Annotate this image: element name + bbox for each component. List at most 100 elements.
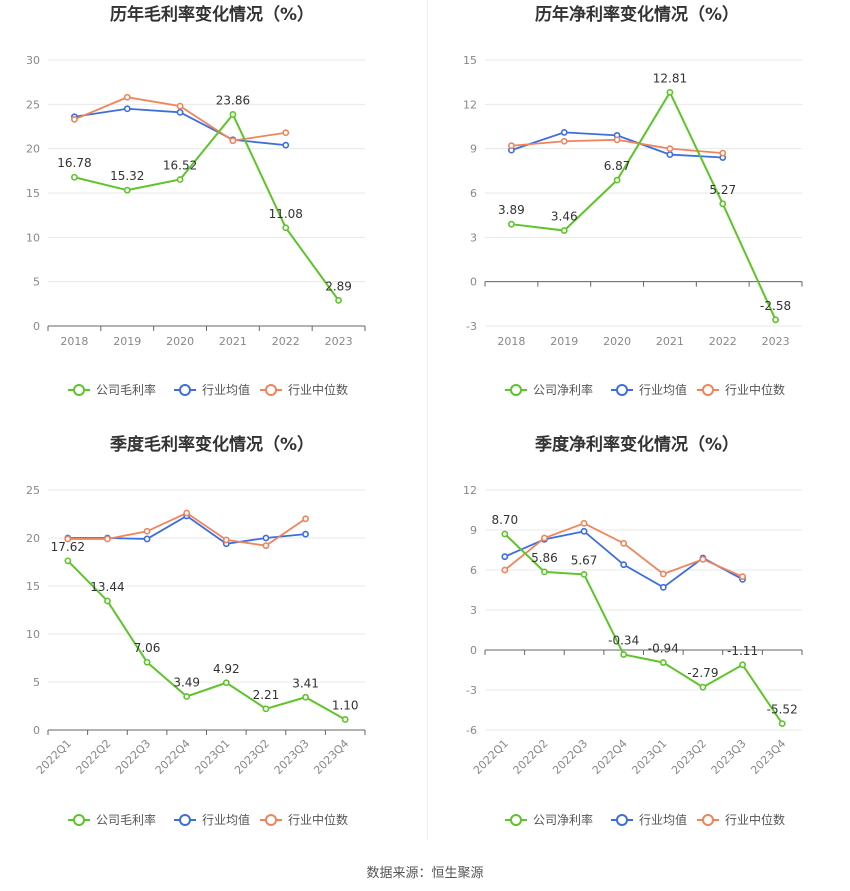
legend-label: 行业均值 <box>202 812 250 827</box>
data-point-company <box>739 661 746 669</box>
data-point-company <box>71 173 78 181</box>
data-label: 15.32 <box>110 169 144 183</box>
data-point-company <box>501 530 509 538</box>
data-point-industry_avg <box>282 141 290 149</box>
legend-circle-icon <box>616 814 628 826</box>
y-tick-label: 5 <box>33 276 40 289</box>
legend-label: 行业中位数 <box>288 382 348 397</box>
data-point-company <box>222 679 230 687</box>
legend-circle-icon <box>265 384 277 396</box>
data-label: 7.06 <box>134 641 161 655</box>
chart-title: 季度毛利率变化情况（%） <box>110 434 314 455</box>
data-point-industry_median <box>104 535 111 543</box>
data-point-company <box>659 659 667 666</box>
legend-label: 行业均值 <box>639 382 687 397</box>
data-point-company <box>104 597 111 605</box>
data-point-company <box>335 296 342 304</box>
x-tick-label: 2023 <box>325 335 353 348</box>
data-point-industry_avg <box>560 129 568 136</box>
chart-annual-net: 历年净利率变化情况（%） -3 0 3 6 9 12 15 2018 2019 2020 2021 20… <box>463 4 803 397</box>
legend-label: 公司毛利率 <box>96 382 156 397</box>
y-tick-label: 15 <box>26 580 40 593</box>
x-tick-label: 2021 <box>656 335 684 348</box>
legend-item: 公司毛利率 <box>68 812 156 827</box>
data-point-industry_avg <box>123 105 131 113</box>
chart-quarterly-net: 季度净利率变化情况（%） -6 -3 0 3 6 9 12 2022Q1 2022Q2 2022Q3… <box>463 434 803 827</box>
legend-item: 公司净利率 <box>505 812 593 827</box>
x-tick-label: 2022Q1 <box>471 737 511 777</box>
data-point-industry_median <box>541 534 548 542</box>
data-label: 6.87 <box>604 159 631 173</box>
data-point-industry_median <box>123 93 131 101</box>
data-label: 3.49 <box>173 675 200 689</box>
data-point-company <box>176 176 184 183</box>
data-label: 13.44 <box>90 580 124 594</box>
data-point-industry_avg <box>580 527 588 535</box>
data-label: 16.52 <box>163 159 197 173</box>
data-point-industry_median <box>222 536 230 544</box>
legend-circle-icon <box>73 384 85 396</box>
data-label: 3.41 <box>292 676 319 690</box>
data-point-company <box>123 186 131 194</box>
data-label: 1.10 <box>332 698 359 712</box>
data-label: 5.86 <box>531 551 558 565</box>
y-tick-label: 15 <box>26 187 40 200</box>
data-label: 5.67 <box>571 553 598 567</box>
data-point-industry_median <box>659 570 667 578</box>
data-point-company <box>282 224 290 232</box>
chart-panel-annual-net: 历年净利率变化情况（%） -3 0 3 6 9 12 15 2018 2019 2020 2021 20… <box>425 0 850 430</box>
data-point-industry_avg <box>143 535 151 543</box>
y-tick-label: 25 <box>26 98 40 111</box>
data-point-company <box>666 88 674 96</box>
data-point-industry_median <box>302 515 309 523</box>
chart-annual-gross: 历年毛利率变化情况（%） 0 5 10 15 20 25 30 2018 2019 2020 2021… <box>26 4 366 397</box>
data-point-industry_avg <box>659 583 667 591</box>
x-tick-label: 2023Q1 <box>629 737 669 777</box>
x-tick-label: 2020 <box>166 335 194 348</box>
data-point-company <box>772 316 779 324</box>
data-point-industry_avg <box>176 108 184 116</box>
x-tick-label: 2022Q1 <box>34 737 74 777</box>
y-tick-label: -6 <box>466 724 477 737</box>
data-label: 17.62 <box>51 540 85 554</box>
y-tick-label: 15 <box>463 54 477 67</box>
data-point-industry_median <box>501 566 509 574</box>
x-tick-label: 2022Q2 <box>73 737 113 777</box>
series-line-company <box>67 560 346 721</box>
data-point-industry_median <box>262 542 270 550</box>
legend-label: 公司净利率 <box>533 382 593 397</box>
y-tick-label: 3 <box>470 231 477 244</box>
data-label: 11.08 <box>269 207 303 221</box>
data-label: -0.94 <box>648 642 679 656</box>
x-tick-label: 2023Q4 <box>311 737 351 777</box>
y-tick-label: 5 <box>33 676 40 689</box>
y-tick-label: 10 <box>26 628 40 641</box>
data-source: 数据来源：恒生聚源 <box>366 866 484 881</box>
data-point-company <box>620 651 628 658</box>
series-line-company <box>511 90 777 321</box>
data-label: 5.27 <box>709 183 736 197</box>
y-tick-label: 12 <box>463 98 477 111</box>
data-label: -2.79 <box>687 666 718 680</box>
data-point-industry_median <box>560 137 568 145</box>
data-point-industry_avg <box>501 553 509 561</box>
data-point-industry_avg <box>302 530 309 538</box>
chart-panel-quarterly-net: 季度净利率变化情况（%） -6 -3 0 3 6 9 12 2022Q1 2022Q2 2022Q3… <box>425 430 850 860</box>
legend-item: 行业均值 <box>174 382 250 397</box>
x-tick-label: 2023Q2 <box>232 737 272 777</box>
y-tick-label: 9 <box>470 524 477 537</box>
y-tick-label: 20 <box>26 532 40 545</box>
x-tick-label: 2022 <box>272 335 300 348</box>
chart-title: 季度净利率变化情况（%） <box>535 434 739 455</box>
data-point-industry_median <box>64 535 72 543</box>
legend-label: 公司净利率 <box>533 812 593 827</box>
data-point-company <box>262 705 270 713</box>
data-label: 12.81 <box>653 71 687 85</box>
x-tick-label: 2023Q4 <box>748 737 788 777</box>
data-point-company <box>580 570 588 578</box>
data-label: -2.58 <box>760 299 791 313</box>
data-label: 3.46 <box>551 210 578 224</box>
y-tick-label: 0 <box>33 320 40 333</box>
data-point-company <box>508 220 515 228</box>
data-label: 2.89 <box>325 279 352 293</box>
